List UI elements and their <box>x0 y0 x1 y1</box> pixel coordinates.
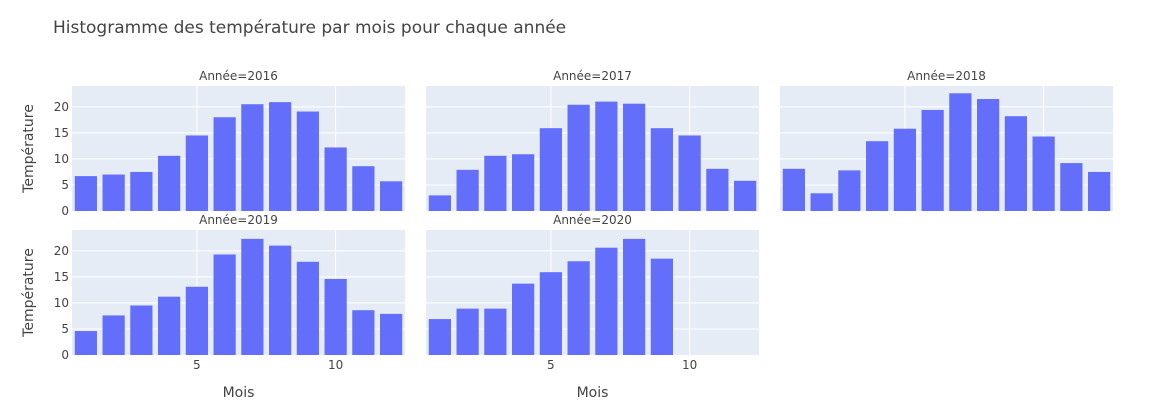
bar <box>650 128 673 211</box>
facet-title: Année=2018 <box>907 69 986 83</box>
bar <box>782 168 805 211</box>
chart-title: Histogramme des température par mois pou… <box>53 18 567 38</box>
bar <box>456 169 479 211</box>
bar <box>130 171 153 211</box>
facet-title: Année=2017 <box>553 69 632 83</box>
facet-panel-3: Année=2018 <box>780 69 1113 211</box>
bar <box>893 128 916 211</box>
facet-panel-2: Année=2017 <box>426 69 759 211</box>
bar <box>428 195 451 211</box>
bar <box>102 174 125 211</box>
bar <box>949 93 972 211</box>
bar <box>706 168 729 211</box>
bar <box>623 103 646 211</box>
x-tick-label: 10 <box>328 358 343 372</box>
bar <box>484 308 507 355</box>
bar <box>269 102 292 211</box>
bar <box>734 180 757 211</box>
facet-panel-4: 5 10 0 5 10 15 20 Température Année=2019 Mois <box>21 213 405 401</box>
bar <box>324 147 347 211</box>
y-tick-label: 0 <box>61 204 69 218</box>
bar <box>213 254 236 355</box>
bar <box>484 155 507 211</box>
bar <box>595 101 618 211</box>
bar <box>1004 116 1027 211</box>
bar <box>567 104 590 211</box>
bar <box>539 272 562 355</box>
bar <box>838 170 861 211</box>
y-tick-label: 10 <box>54 296 69 310</box>
bar <box>185 286 208 355</box>
bar <box>595 247 618 355</box>
y-tick-label: 10 <box>54 152 69 166</box>
bar <box>213 117 236 211</box>
y-tick-label: 5 <box>61 322 69 336</box>
bar <box>866 141 889 211</box>
y-tick-label: 20 <box>54 244 69 258</box>
bar <box>380 181 403 211</box>
bar <box>352 310 375 355</box>
bar <box>102 315 125 355</box>
facet-panel-1: 0 5 10 15 20 Température Année=2016 <box>21 69 405 218</box>
bar <box>512 154 535 211</box>
bar <box>352 166 375 211</box>
bar <box>512 283 535 355</box>
facet-title: Année=2016 <box>199 69 278 83</box>
bar <box>977 99 1000 211</box>
bar <box>74 331 97 355</box>
bar <box>241 238 264 355</box>
bar <box>650 258 673 355</box>
bar <box>623 238 646 355</box>
bar <box>380 313 403 355</box>
bar <box>185 135 208 211</box>
y-tick-label: 20 <box>54 100 69 114</box>
y-tick-label: 5 <box>61 178 69 192</box>
y-tick-label: 15 <box>54 270 69 284</box>
y-axis-title: Température <box>21 248 37 338</box>
y-axis-title: Température <box>21 104 37 194</box>
bar <box>678 135 701 211</box>
y-tick-label: 15 <box>54 126 69 140</box>
facet-title: Année=2020 <box>553 213 632 227</box>
bar <box>130 305 153 355</box>
facet-panel-5: 5 10 Année=2020 Mois <box>426 213 759 401</box>
bar <box>1088 171 1111 211</box>
facet-title: Année=2019 <box>199 213 278 227</box>
bar <box>324 278 347 355</box>
x-axis-title: Mois <box>223 385 255 401</box>
bar <box>456 308 479 355</box>
bar <box>269 245 292 355</box>
x-tick-label: 5 <box>193 358 201 372</box>
x-tick-label: 10 <box>682 358 697 372</box>
x-tick-label: 5 <box>547 358 555 372</box>
bar <box>296 261 319 355</box>
y-tick-label: 0 <box>61 348 69 362</box>
bar <box>539 128 562 211</box>
bar <box>921 109 944 211</box>
bar <box>74 176 97 211</box>
bar <box>1032 136 1055 211</box>
bar <box>428 319 451 355</box>
x-axis-title: Mois <box>577 385 609 401</box>
bar <box>567 261 590 355</box>
bar <box>158 155 181 211</box>
bar <box>810 193 833 211</box>
bar <box>1060 163 1083 211</box>
bar <box>241 104 264 211</box>
bar <box>158 296 181 355</box>
bar <box>296 111 319 211</box>
